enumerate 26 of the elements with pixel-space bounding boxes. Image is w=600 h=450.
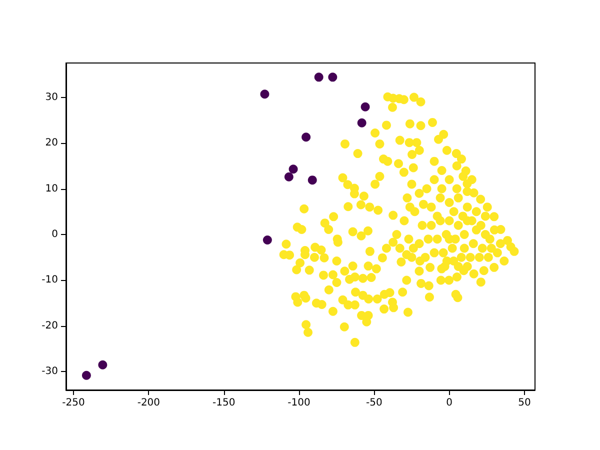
point bbox=[314, 72, 324, 82]
point bbox=[98, 360, 108, 370]
point bbox=[284, 172, 294, 182]
point bbox=[357, 118, 366, 128]
x-tick-label: -100 bbox=[288, 398, 310, 408]
point bbox=[288, 164, 298, 174]
point bbox=[360, 102, 370, 112]
y-tick-label: 10 bbox=[45, 183, 58, 194]
point bbox=[328, 72, 338, 82]
y-tick-label: -20 bbox=[42, 320, 58, 332]
y-tick-label: -10 bbox=[42, 274, 58, 286]
x-tick-label: -250 bbox=[62, 398, 85, 408]
x-tick-label: 50 bbox=[518, 398, 531, 408]
y-tick-label: -30 bbox=[42, 366, 58, 378]
point bbox=[260, 90, 270, 99]
point bbox=[82, 370, 91, 380]
y-tick-label: 30 bbox=[45, 92, 58, 103]
x-tick-label: -150 bbox=[212, 398, 236, 408]
y-tick-label: 0 bbox=[52, 229, 58, 240]
x-tick-label: -200 bbox=[137, 398, 160, 408]
x-tick-label: 0 bbox=[446, 398, 453, 408]
point bbox=[302, 132, 311, 142]
y-tick-label: 20 bbox=[45, 138, 58, 149]
x-tick-label: -50 bbox=[366, 398, 382, 408]
point bbox=[308, 176, 317, 185]
point bbox=[262, 235, 272, 244]
